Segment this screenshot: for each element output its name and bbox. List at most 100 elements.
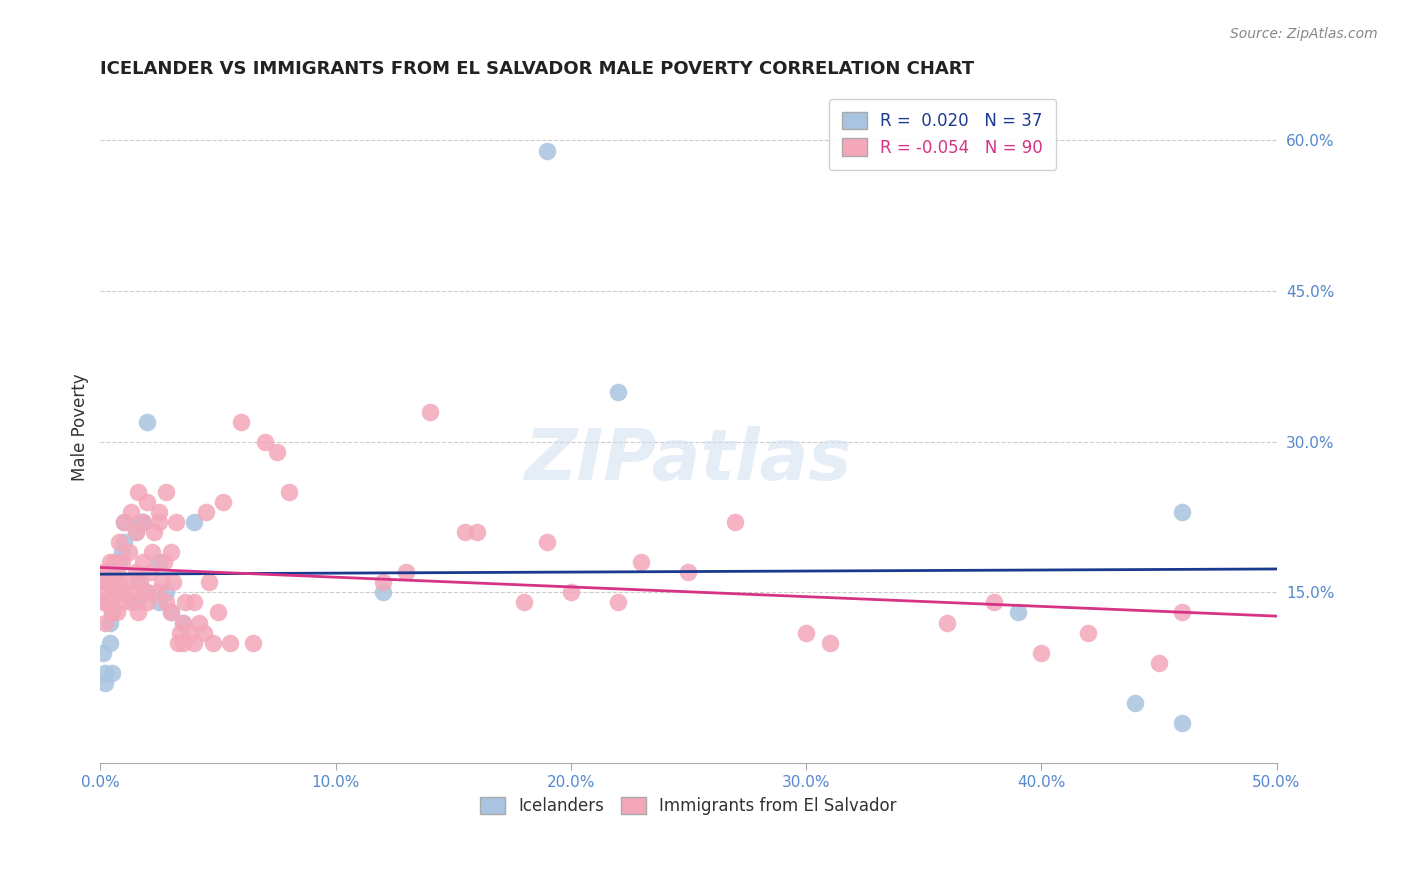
Point: [160, 606, 183, 620]
Point: [150, 575, 173, 590]
Point: [1007, 606, 1029, 620]
Point: [183, 635, 205, 649]
Point: [1171, 606, 1194, 620]
Point: [606, 384, 628, 399]
Point: [115, 575, 138, 590]
Point: [103, 585, 125, 599]
Point: [183, 515, 205, 529]
Point: [242, 635, 264, 649]
Point: [136, 585, 159, 599]
Point: [131, 555, 153, 569]
Point: [98, 595, 121, 609]
Point: [103, 566, 125, 580]
Point: [148, 555, 170, 569]
Point: [96, 575, 118, 590]
Point: [134, 585, 156, 599]
Point: [129, 575, 152, 590]
Point: [560, 585, 582, 599]
Point: [395, 566, 418, 580]
Point: [160, 545, 183, 559]
Point: [155, 595, 177, 609]
Point: [630, 555, 652, 569]
Point: [122, 585, 145, 599]
Point: [96, 585, 118, 599]
Point: [98, 555, 121, 569]
Point: [277, 485, 299, 500]
Point: [96, 595, 118, 609]
Point: [188, 615, 211, 630]
Point: [172, 615, 194, 630]
Legend: Icelanders, Immigrants from El Salvador: Icelanders, Immigrants from El Salvador: [474, 790, 904, 822]
Point: [148, 515, 170, 529]
Point: [1077, 625, 1099, 640]
Point: [155, 585, 177, 599]
Point: [141, 545, 163, 559]
Point: [105, 585, 128, 599]
Point: [266, 445, 288, 459]
Point: [110, 555, 132, 569]
Point: [169, 625, 191, 640]
Point: [172, 635, 194, 649]
Point: [112, 515, 135, 529]
Point: [167, 635, 190, 649]
Point: [101, 665, 124, 680]
Point: [127, 575, 149, 590]
Point: [110, 545, 132, 559]
Point: [94, 675, 117, 690]
Point: [202, 635, 225, 649]
Point: [419, 404, 441, 418]
Point: [94, 575, 117, 590]
Point: [174, 595, 197, 609]
Point: [465, 525, 488, 540]
Point: [108, 535, 131, 549]
Point: [794, 625, 817, 640]
Point: [105, 555, 128, 569]
Point: [231, 415, 253, 429]
Point: [124, 525, 146, 540]
Point: [103, 555, 125, 569]
Point: [207, 606, 229, 620]
Point: [513, 595, 536, 609]
Point: [148, 595, 170, 609]
Point: [153, 555, 176, 569]
Point: [101, 606, 124, 620]
Point: [197, 575, 219, 590]
Point: [136, 595, 159, 609]
Point: [112, 515, 135, 529]
Point: [101, 575, 124, 590]
Point: [124, 525, 146, 540]
Text: Source: ZipAtlas.com: Source: ZipAtlas.com: [1230, 27, 1378, 41]
Point: [94, 665, 117, 680]
Point: [143, 525, 166, 540]
Point: [112, 535, 135, 549]
Point: [193, 625, 215, 640]
Point: [131, 515, 153, 529]
Point: [108, 555, 131, 569]
Point: [536, 144, 558, 158]
Point: [110, 595, 132, 609]
Point: [91, 566, 114, 580]
Point: [253, 434, 276, 449]
Point: [91, 646, 114, 660]
Point: [179, 625, 201, 640]
Point: [454, 525, 477, 540]
Point: [165, 515, 187, 529]
Point: [162, 575, 184, 590]
Point: [148, 505, 170, 519]
Point: [124, 566, 146, 580]
Point: [155, 485, 177, 500]
Text: ZIPatlas: ZIPatlas: [524, 425, 852, 495]
Point: [108, 585, 131, 599]
Point: [678, 566, 700, 580]
Point: [105, 566, 128, 580]
Point: [91, 595, 114, 609]
Point: [1031, 646, 1053, 660]
Point: [117, 545, 139, 559]
Point: [1171, 715, 1194, 730]
Point: [94, 615, 117, 630]
Point: [98, 615, 121, 630]
Point: [936, 615, 959, 630]
Point: [112, 585, 135, 599]
Point: [172, 615, 194, 630]
Point: [136, 495, 159, 509]
